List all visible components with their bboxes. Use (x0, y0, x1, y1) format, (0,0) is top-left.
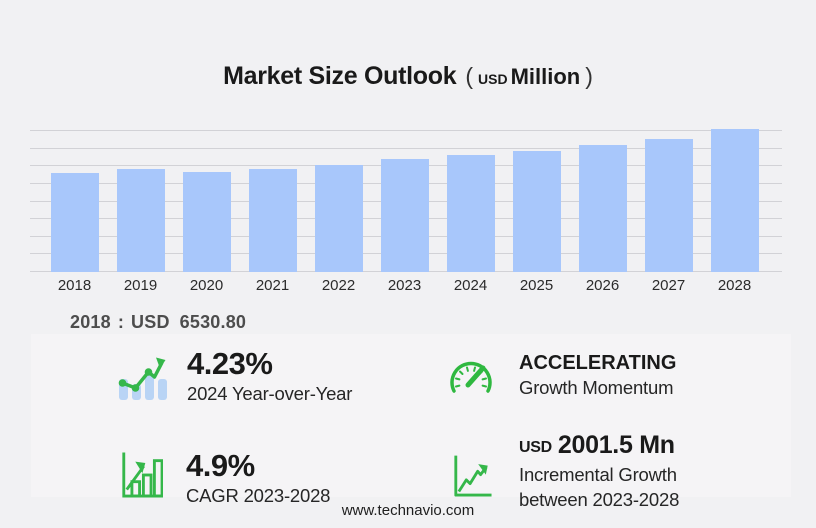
momentum-label: Growth Momentum (519, 377, 674, 398)
bar-2025 (512, 151, 561, 272)
yoy-growth-label: 2024 Year-over-Year (187, 383, 353, 404)
website-url: www.technavio.com (341, 502, 475, 519)
base-year-value: 6530.80 (179, 312, 247, 332)
chart-plot-area (30, 110, 782, 272)
base-year-year: 2018 (70, 312, 111, 332)
incremental-currency: USD (519, 439, 552, 456)
bar-2020 (182, 172, 231, 272)
x-axis-label-2026: 2026 (585, 277, 620, 294)
chart-gridline (30, 147, 782, 149)
bar-2022 (314, 165, 363, 272)
base-year-currency: USD (131, 312, 170, 332)
title-paren-close: ) (585, 63, 593, 89)
momentum-value: ACCELERATING (519, 352, 677, 374)
title-unit: (USD Million) (465, 63, 593, 89)
x-axis-label-2019: 2019 (123, 277, 158, 294)
x-axis-label-2021: 2021 (255, 277, 290, 294)
base-year-callout: 2018: USD 6530.80 (70, 312, 246, 333)
bar-2026 (578, 145, 627, 272)
x-axis-label-2023: 2023 (387, 277, 422, 294)
bar-2019 (116, 169, 165, 272)
title-paren-open: ( (465, 63, 474, 89)
trend-bars-icon (116, 347, 168, 403)
incremental-line-icon (452, 455, 492, 499)
bar-2018 (50, 173, 99, 272)
x-axis-label-2024: 2024 (453, 277, 488, 294)
bar-2023 (380, 159, 429, 272)
bar-2021 (248, 169, 297, 272)
incremental-label-line1: Incremental Growth (519, 464, 677, 485)
x-axis-label-2027: 2027 (651, 277, 686, 294)
incremental-amount: 2001.5 Mn (557, 431, 675, 459)
growth-chart-icon (119, 451, 163, 499)
x-axis-label-2018: 2018 (57, 277, 92, 294)
title-text: Market Size Outlook (223, 62, 457, 90)
bar-chart: 2018 2019 2020 2021 2022 2023 2024 2025 2026 2027… (30, 110, 782, 302)
bar-2024 (446, 155, 495, 272)
gauge-icon (447, 353, 495, 395)
incremental-label-line2: between 2023-2028 (519, 489, 680, 510)
chart-gridline (30, 130, 782, 131)
x-axis-label-2028: 2028 (717, 277, 752, 294)
website-footer: www.technavio.com (0, 502, 816, 519)
x-axis-label-2025: 2025 (519, 277, 554, 294)
x-axis-label-2020: 2020 (189, 277, 224, 294)
bar-2028 (710, 129, 759, 272)
title-unit-label: Million (510, 64, 581, 89)
cagr-value: 4.9% (186, 448, 255, 483)
base-year-separator: : (117, 312, 125, 332)
page-title: Market Size Outlook (USD Million) (0, 62, 816, 91)
incremental-growth-value: USD 2001.5 Mn (519, 431, 679, 462)
x-axis-labels: 2018 2019 2020 2021 2022 2023 2024 2025 2026 2027… (30, 277, 782, 299)
x-axis-label-2022: 2022 (321, 277, 356, 294)
cagr-label: CAGR 2023-2028 (186, 485, 331, 506)
bar-2027 (644, 139, 693, 272)
title-currency: USD (478, 71, 508, 87)
yoy-growth-value: 4.23% (187, 346, 273, 381)
